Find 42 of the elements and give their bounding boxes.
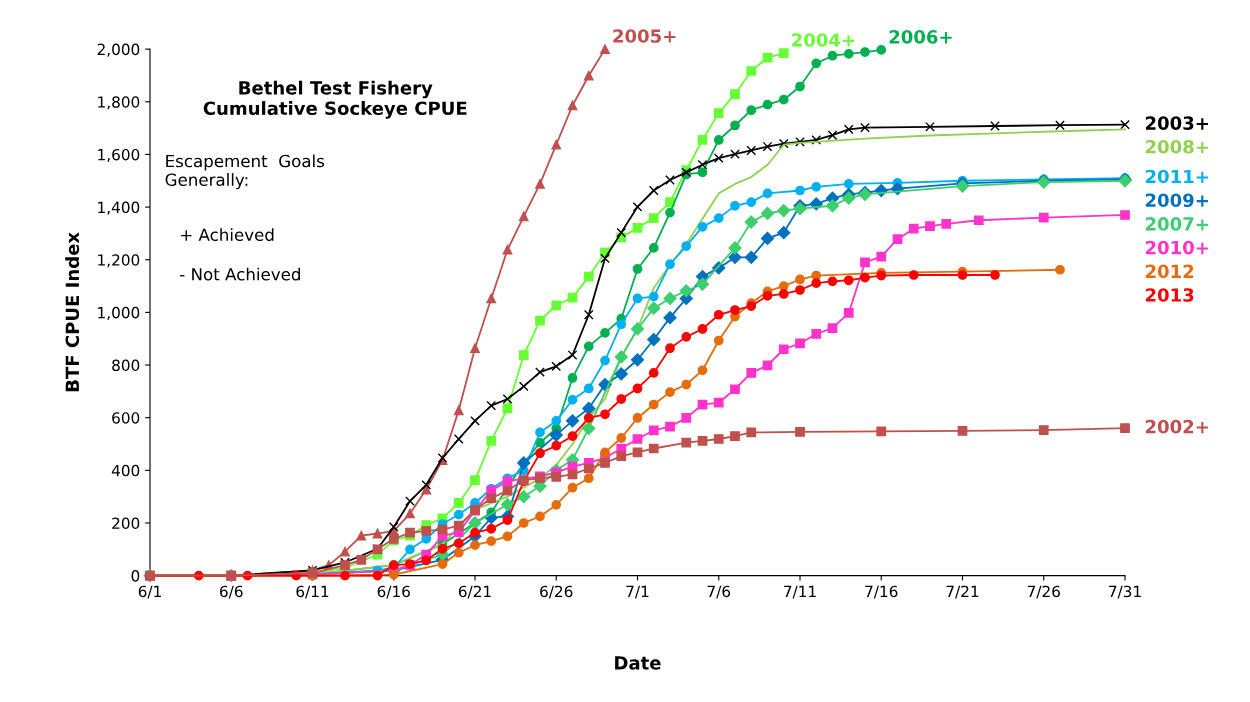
annotation: Escapement Goals Generally: [165, 154, 325, 190]
x-tick-label: 6/11 [296, 585, 329, 599]
x-tick-label: 6/16 [377, 585, 410, 599]
x-tick-label: 7/26 [1027, 585, 1060, 599]
series-label: 2002+ [1145, 419, 1208, 434]
text: 2012 [1145, 264, 1194, 279]
text: Bethel Test Fishery Cumulative Sockeye CPUE [203, 80, 467, 119]
y-tick-label: 600 [112, 412, 140, 424]
x-tick-label: 7/11 [784, 585, 816, 599]
series-label: 2011+ [1145, 169, 1208, 184]
annotation: + Achieved [181, 228, 274, 242]
y-tick-label: 800 [112, 359, 140, 372]
series-label: 2003+ [1145, 116, 1208, 130]
y-axis-title: BTF CPUE Index [65, 232, 80, 392]
series-label: 2009+ [1145, 193, 1208, 208]
x-tick-label: 6/1 [138, 585, 161, 599]
y-tick-label: 1,800 [98, 96, 140, 110]
x-tick-label: 7/31 [1109, 585, 1141, 599]
series-label: 2005+ [613, 29, 676, 43]
series-label: 2008+ [1145, 139, 1208, 154]
annotation: - Not Achieved [180, 267, 300, 281]
y-tick-label: 0 [131, 570, 140, 582]
y-tick-label: 1,400 [98, 201, 140, 215]
series-label: 2004+ [792, 33, 855, 47]
x-axis-title: Date [615, 656, 661, 670]
series-label: 2006+ [889, 30, 952, 44]
x-tick-label: 6/21 [458, 585, 491, 599]
y-tick-label: 1,600 [98, 148, 140, 163]
y-tick-label: 1,000 [98, 306, 140, 320]
x-tick-label: 7/1 [626, 585, 649, 599]
series-label: 2010+ [1145, 240, 1208, 255]
x-tick-label: 7/16 [865, 585, 898, 599]
y-tick-label: 2,000 [97, 43, 140, 57]
y-tick-label: 1,200 [98, 254, 140, 268]
text: 2007+ [1145, 217, 1208, 231]
x-tick-label: 6/26 [540, 585, 573, 599]
y-tick-label: 200 [112, 517, 140, 530]
x-tick-label: 7/21 [946, 585, 979, 599]
text: 2013 [1145, 288, 1194, 302]
x-tick-label: 7/6 [707, 585, 731, 599]
y-tick-label: 400 [111, 464, 140, 477]
x-tick-label: 6/6 [220, 585, 243, 599]
